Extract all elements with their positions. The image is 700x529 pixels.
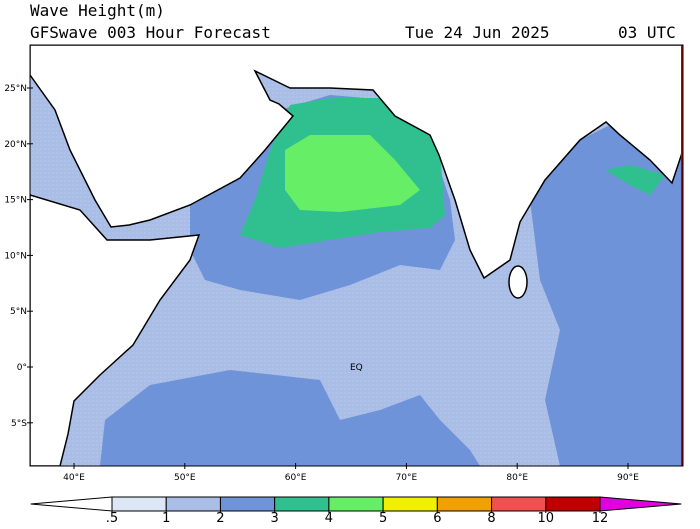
zone-4-5 (285, 135, 420, 212)
lat-label: 10°N (4, 251, 27, 261)
colorbar-segment (491, 496, 547, 512)
equator-label: EQ (350, 363, 363, 373)
colorbar-label: 6 (433, 511, 441, 525)
lat-label: 15°N (4, 196, 27, 206)
colorbar-label: .5 (106, 511, 118, 525)
colorbar-label: 3 (271, 511, 279, 525)
colorbar-segment (328, 496, 384, 512)
colorbar-segment (545, 496, 601, 512)
lon-label: 40°E (63, 473, 85, 483)
zone-2-3 (530, 120, 683, 466)
lat-label: 5°S (11, 419, 27, 429)
colorbar-segment (274, 496, 330, 512)
lon-label: 70°E (396, 473, 418, 483)
colorbar-label: 10 (538, 511, 555, 525)
colorbar-label: 1 (162, 511, 170, 525)
colorbar-label: 4 (325, 511, 333, 525)
land-africa (30, 194, 201, 466)
colorbar-segment (436, 496, 493, 512)
lon-label: 60°E (285, 473, 307, 483)
colorbar-label: 8 (487, 511, 495, 525)
lon-label: 90°E (617, 473, 639, 483)
title: Wave Height(m) (30, 1, 165, 20)
model: GFSwave 003 Hour Forecast (30, 23, 271, 42)
colorbar-label: 5 (379, 511, 387, 525)
lon-label: 80°E (506, 473, 528, 483)
lat-label: 25°N (4, 84, 27, 94)
zone-3-4 (605, 165, 665, 195)
colorbar-under (30, 496, 113, 512)
sri-lanka (508, 265, 528, 299)
zone-2-3 (100, 370, 480, 466)
lat-label: 5°N (10, 307, 27, 317)
date: Tue 24 Jun 2025 (405, 23, 550, 42)
colorbar-segment (111, 496, 167, 512)
colorbar-segment (219, 496, 276, 512)
colorbar-label: 12 (592, 511, 609, 525)
land-asia (30, 45, 683, 280)
lat-label: 20°N (4, 140, 27, 150)
colorbar-over (599, 496, 682, 512)
colorbar-segment (165, 496, 221, 512)
colorbar-segment (382, 496, 438, 512)
time: 03 UTC (618, 23, 676, 42)
colorbar-label: 2 (216, 511, 224, 525)
lat-label: 0° (17, 363, 27, 373)
lon-label: 50°E (174, 473, 196, 483)
map: EQ (29, 44, 684, 467)
